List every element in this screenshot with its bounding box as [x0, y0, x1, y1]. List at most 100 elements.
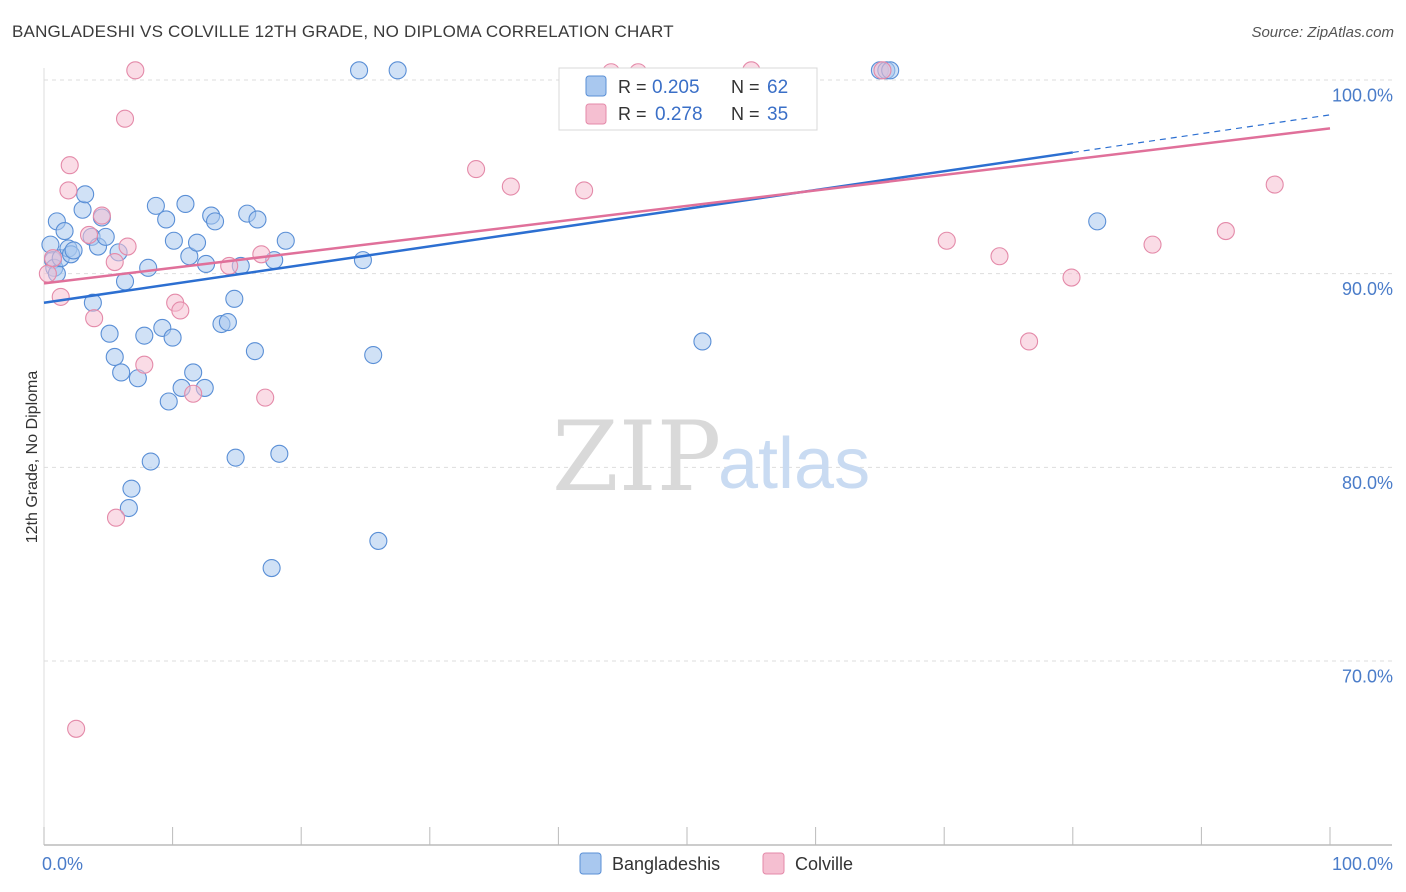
bangladeshis-point-50 [248, 210, 267, 229]
colville-point-23 [575, 181, 594, 200]
stats-n-label-pink: N = [731, 104, 760, 124]
colville-point-22 [501, 177, 520, 196]
bangladeshis-trend-line [43, 151, 1073, 304]
colville-point-12 [118, 237, 137, 256]
legend-label-colville: Colville [795, 854, 853, 874]
bangladeshis-point-9 [64, 241, 83, 260]
bangladeshis-point-25 [135, 326, 154, 345]
bangladeshis-point-20 [112, 363, 131, 382]
colville-point-0 [38, 264, 57, 283]
watermark: ZIP atlas [552, 401, 870, 513]
colville-trend-line [43, 127, 1331, 285]
bangladeshis-point-31 [159, 392, 178, 411]
bangladeshis-point-32 [163, 328, 182, 347]
axes [43, 68, 1392, 846]
bangladeshis-point-17 [100, 324, 119, 343]
colville-point-27 [873, 61, 892, 80]
bangladeshis-point-10 [73, 200, 92, 219]
bangladeshis-point-26 [139, 258, 158, 277]
x-ticks [43, 827, 1331, 845]
colville-point-6 [79, 225, 99, 244]
y-tick-label-0: 100.0% [1332, 85, 1393, 105]
stats-legend-swatch-pink [585, 103, 607, 125]
colville-point-8 [92, 206, 111, 225]
x-tick-label-0: 0.0% [42, 854, 83, 874]
bangladeshis-point-33 [164, 231, 183, 250]
bangladeshis-point-28 [146, 196, 165, 215]
y-tick-label-2: 80.0% [1342, 473, 1393, 493]
stats-n-label-blue: N = [731, 77, 760, 97]
bangladeshis-point-38 [187, 233, 207, 252]
series-colville-points [38, 61, 1284, 738]
bangladeshis-point-18 [105, 347, 124, 366]
colville-point-29 [990, 247, 1009, 266]
stats-legend-swatch-blue [585, 75, 607, 97]
legend-swatch-colville [762, 852, 785, 875]
bangladeshis-point-46 [226, 448, 245, 467]
colville-point-21 [467, 160, 486, 179]
bangladeshis-point-16 [96, 227, 115, 246]
bangladeshis-point-45 [225, 289, 244, 308]
colville-point-3 [59, 181, 78, 200]
stats-r-value-pink: 0.278 [655, 104, 703, 125]
bangladeshis-point-54 [276, 231, 295, 250]
bangladeshis-point-60 [693, 332, 712, 351]
colville-point-11 [115, 109, 135, 128]
colville-point-19 [252, 245, 271, 264]
colville-point-10 [106, 508, 126, 527]
stats-n-value-blue: 62 [767, 77, 788, 98]
colville-point-9 [105, 253, 124, 272]
stats-legend: R = 0.205 N = 62 R = 0.278 N = 35 [558, 67, 818, 131]
colville-point-32 [1143, 235, 1162, 254]
bangladeshis-point-64 [1088, 212, 1107, 231]
colville-point-14 [135, 355, 154, 374]
bangladeshis-point-37 [184, 363, 203, 382]
bangladeshis-point-42 [205, 212, 225, 231]
series-legend: Bangladeshis Colville [579, 852, 853, 875]
x-tick-labels: 0.0% 100.0% [42, 854, 1393, 874]
colville-point-17 [184, 384, 203, 403]
colville-point-5 [67, 719, 86, 738]
bangladeshis-point-23 [122, 479, 141, 498]
stats-r-label-blue: R = [618, 77, 647, 97]
stats-r-label-pink: R = [618, 104, 647, 124]
legend-label-bangladeshis: Bangladeshis [612, 854, 720, 874]
y-tick-label-1: 90.0% [1342, 279, 1393, 299]
chart-source: Source: ZipAtlas.com [1251, 24, 1394, 41]
colville-point-33 [1216, 222, 1235, 241]
stats-r-value-blue: 0.205 [652, 77, 700, 98]
bangladeshis-point-59 [388, 61, 407, 80]
watermark-zip: ZIP [552, 401, 721, 513]
bangladeshis-point-6 [55, 222, 74, 241]
y-axis-label: 12th Grade, No Diploma [24, 371, 41, 544]
y-tick-labels: 100.0% 90.0% 80.0% 70.0% [1332, 85, 1393, 686]
colville-point-28 [937, 231, 956, 250]
x-tick-label-1: 100.0% [1332, 854, 1393, 874]
grid-lines [44, 79, 1392, 662]
bangladeshis-point-57 [364, 345, 383, 365]
y-tick-label-3: 70.0% [1342, 667, 1393, 687]
chart-title: BANGLADESHI VS COLVILLE 12TH GRADE, NO D… [12, 22, 674, 41]
watermark-atlas: atlas [718, 424, 870, 504]
colville-point-16 [171, 301, 190, 320]
bangladeshis-point-53 [270, 444, 289, 463]
bangladeshis-point-49 [245, 342, 264, 361]
stats-n-value-pink: 35 [767, 104, 788, 125]
colville-point-30 [1020, 332, 1039, 351]
colville-point-2 [51, 287, 70, 306]
bangladeshis-point-58 [369, 531, 388, 550]
bangladeshis-point-55 [350, 61, 369, 80]
colville-point-4 [60, 156, 79, 175]
bangladeshis-point-51 [262, 559, 281, 578]
colville-point-13 [126, 61, 145, 80]
bangladeshis-point-27 [141, 452, 160, 471]
colville-point-7 [85, 309, 104, 328]
colville-point-31 [1062, 268, 1081, 287]
bangladeshis-point-44 [218, 313, 237, 332]
colville-point-20 [256, 388, 275, 407]
bangladeshis-point-22 [119, 498, 138, 518]
bangladeshis-point-11 [76, 185, 95, 204]
colville-point-1 [43, 249, 63, 268]
legend-swatch-bangladeshis [579, 852, 602, 875]
